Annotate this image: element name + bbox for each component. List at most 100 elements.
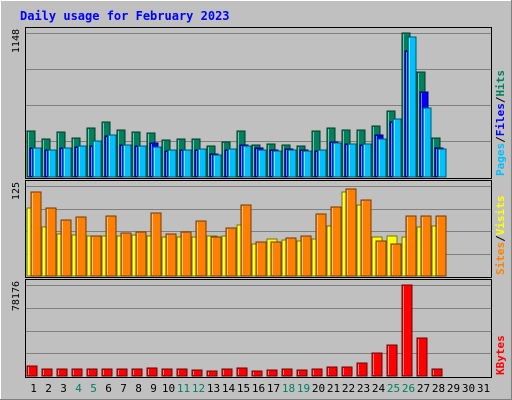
x-tick-label: 13: [207, 382, 220, 395]
x-tick-label: 7: [120, 382, 127, 395]
bar-sites-day-15: [240, 204, 252, 277]
bar-kbytes-day-11: [176, 368, 188, 377]
x-tick-label: 11: [177, 382, 190, 395]
x-tick-label: 3: [60, 382, 67, 395]
legend-separator: /: [494, 96, 507, 103]
x-tick-label: 6: [105, 382, 112, 395]
bar-pages-day-15: [242, 145, 252, 178]
bar-kbytes-day-8: [131, 368, 143, 377]
bar-kbytes-day-2: [41, 368, 53, 377]
panel-visits-sites: 125 Sites/Visits: [11, 180, 507, 278]
x-tick-label: 14: [222, 382, 236, 395]
bar-kbytes-day-15: [236, 367, 248, 377]
x-tick-label: 29: [447, 382, 460, 395]
bar-kbytes-day-27: [416, 337, 428, 377]
bar-pages-day-28: [437, 148, 447, 178]
bar-pages-day-16: [257, 149, 267, 178]
bar-pages-day-26: [407, 36, 417, 178]
bar-sites-day-19: [300, 235, 312, 277]
legend-sites: Sites: [494, 242, 507, 275]
series-legend: KBytes: [494, 335, 507, 375]
y-max-label: 125: [11, 182, 22, 200]
bar-kbytes-day-10: [161, 368, 173, 377]
x-tick-label: 5: [90, 382, 97, 395]
x-tick-label: 31: [477, 382, 490, 395]
x-tick-label: 1: [30, 382, 37, 395]
y-max-label: 78176: [11, 281, 22, 311]
bar-pages-day-14: [227, 148, 237, 178]
bar-kbytes-day-22: [341, 366, 353, 377]
bar-sites-day-4: [75, 216, 87, 277]
panel-frame: [25, 279, 492, 378]
bar-kbytes-day-1: [26, 365, 38, 377]
bar-sites-day-5: [90, 235, 102, 277]
bar-kbytes-day-7: [116, 368, 128, 377]
bar-pages-day-13: [212, 154, 222, 178]
bar-kbytes-day-9: [146, 367, 158, 377]
x-tick-label: 30: [462, 382, 475, 395]
bar-sites-day-25: [390, 243, 402, 277]
bar-kbytes-day-17: [266, 369, 278, 377]
x-tick-label: 12: [192, 382, 205, 395]
bar-pages-day-11: [182, 149, 192, 178]
bar-kbytes-day-24: [371, 352, 383, 377]
bar-sites-day-7: [120, 232, 132, 277]
bar-kbytes-day-13: [206, 370, 218, 377]
bar-kbytes-day-3: [56, 368, 68, 377]
bar-pages-day-23: [362, 143, 372, 178]
bar-kbytes-day-18: [281, 368, 293, 377]
bar-sites-day-13: [210, 236, 222, 277]
x-axis-labels: 1 2 3 4 5 6 7 8 9 10 11 12 13 14 15 16 17 18 19 20 21 22 23 24 2…: [30, 382, 490, 395]
legend-files: Files: [494, 103, 507, 136]
bar-pages-day-4: [77, 145, 87, 178]
series-sites: [30, 188, 447, 277]
x-tick-label: 15: [237, 382, 250, 395]
series-legend: Sites/Visits: [494, 196, 507, 276]
bar-sites-day-6: [105, 215, 117, 277]
bar-sites-day-28: [435, 215, 447, 277]
bar-kbytes-day-20: [311, 368, 323, 377]
bar-pages-day-25: [392, 118, 402, 178]
series-kbytes: [26, 284, 443, 377]
panel-kbytes: 78176 KBytes: [11, 279, 507, 378]
bar-sites-day-17: [270, 241, 282, 277]
legend-separator: /: [494, 136, 507, 143]
x-tick-label: 24: [372, 382, 386, 395]
bar-pages-day-21: [332, 142, 342, 178]
x-tick-label: 17: [267, 382, 280, 395]
legend-pages: Pages: [494, 143, 507, 176]
x-tick-label: 26: [402, 382, 415, 395]
bar-pages-day-7: [122, 144, 132, 178]
bar-sites-day-23: [360, 199, 372, 277]
bar-sites-day-20: [315, 213, 327, 277]
bar-kbytes-day-21: [326, 366, 338, 377]
x-tick-label: 28: [432, 382, 445, 395]
bar-pages-day-5: [92, 140, 102, 178]
bar-pages-day-10: [167, 149, 177, 178]
x-tick-label: 10: [162, 382, 175, 395]
bar-sites-day-8: [135, 231, 147, 277]
bar-pages-day-12: [197, 148, 207, 178]
legend-kbytes: KBytes: [494, 335, 507, 375]
bar-sites-day-14: [225, 227, 237, 277]
x-tick-label: 9: [150, 382, 157, 395]
bar-sites-day-9: [150, 212, 162, 277]
bar-pages-day-27: [422, 107, 432, 178]
x-tick-label: 27: [417, 382, 430, 395]
x-tick-label: 23: [357, 382, 370, 395]
bar-pages-day-18: [287, 149, 297, 178]
bar-sites-day-3: [60, 219, 72, 277]
bar-pages-day-6: [107, 134, 117, 178]
x-tick-label: 2: [45, 382, 52, 395]
bar-pages-day-20: [317, 149, 327, 178]
bar-pages-day-3: [62, 147, 72, 178]
bar-pages-day-2: [47, 149, 57, 178]
bar-pages-day-19: [302, 150, 312, 178]
bar-pages-day-8: [137, 145, 147, 178]
x-tick-label: 16: [252, 382, 265, 395]
bar-kbytes-day-12: [191, 369, 203, 377]
x-tick-label: 19: [297, 382, 310, 395]
bar-kbytes-day-19: [296, 369, 308, 377]
